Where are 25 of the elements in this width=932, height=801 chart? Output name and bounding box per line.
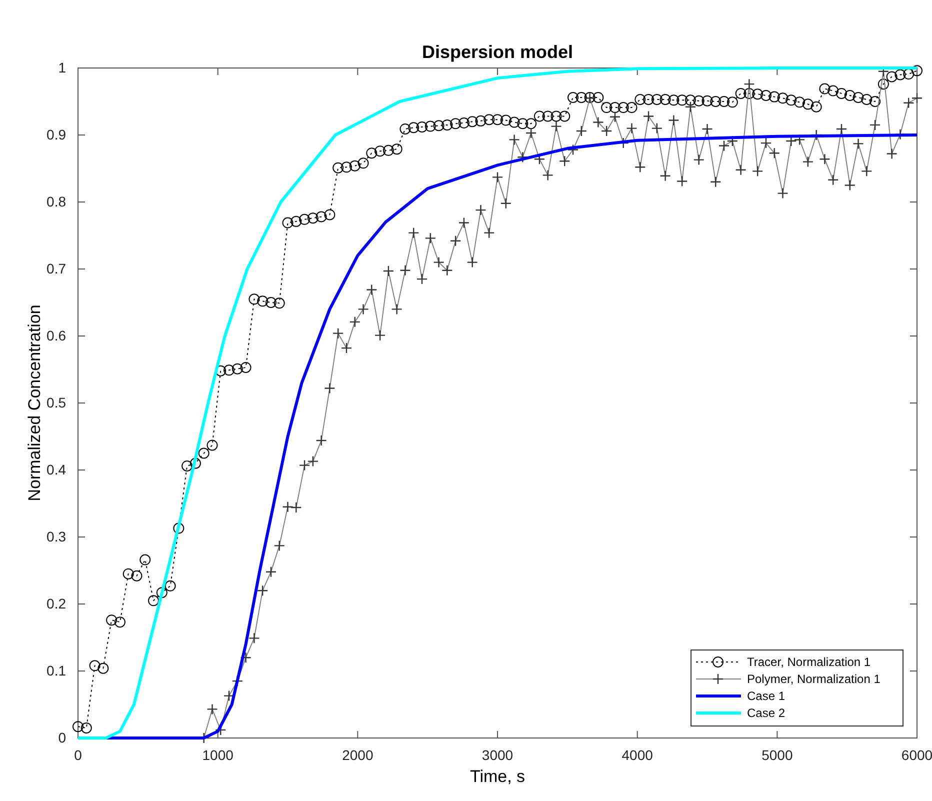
legend-label: Case 1 bbox=[747, 689, 786, 703]
y-tick-label: 0.5 bbox=[46, 394, 66, 410]
y-tick-label: 0.8 bbox=[46, 193, 66, 210]
x-tick-label: 2000 bbox=[342, 746, 374, 763]
y-tick-label: 0.3 bbox=[46, 528, 66, 544]
x-tick-label: 4000 bbox=[622, 746, 654, 763]
y-tick-label: 0.7 bbox=[46, 260, 66, 276]
y-axis-title: Normalized Concentration bbox=[25, 304, 44, 502]
y-tick-label: 0.4 bbox=[46, 461, 66, 478]
chart-title: Dispersion model bbox=[422, 42, 574, 62]
y-tick-label: 0.9 bbox=[46, 126, 66, 142]
x-tick-label: 3000 bbox=[482, 746, 514, 763]
y-tick-label: 0.2 bbox=[46, 595, 66, 612]
x-axis-title: Time, s bbox=[470, 767, 526, 786]
y-tick-label: 0.1 bbox=[46, 662, 66, 678]
x-tick-label: 5000 bbox=[762, 746, 793, 763]
y-tick-label: 1 bbox=[58, 59, 66, 76]
legend-label: Polymer, Normalization 1 bbox=[747, 672, 881, 686]
x-tick-label: 6000 bbox=[901, 746, 932, 763]
x-tick-label: 1000 bbox=[202, 746, 234, 763]
y-tick-label: 0 bbox=[58, 729, 66, 746]
x-tick-label: 0 bbox=[74, 746, 82, 763]
legend-label: Case 2 bbox=[747, 706, 786, 720]
legend-label: Tracer, Normalization 1 bbox=[747, 655, 871, 669]
y-tick-label: 0.6 bbox=[46, 327, 66, 344]
